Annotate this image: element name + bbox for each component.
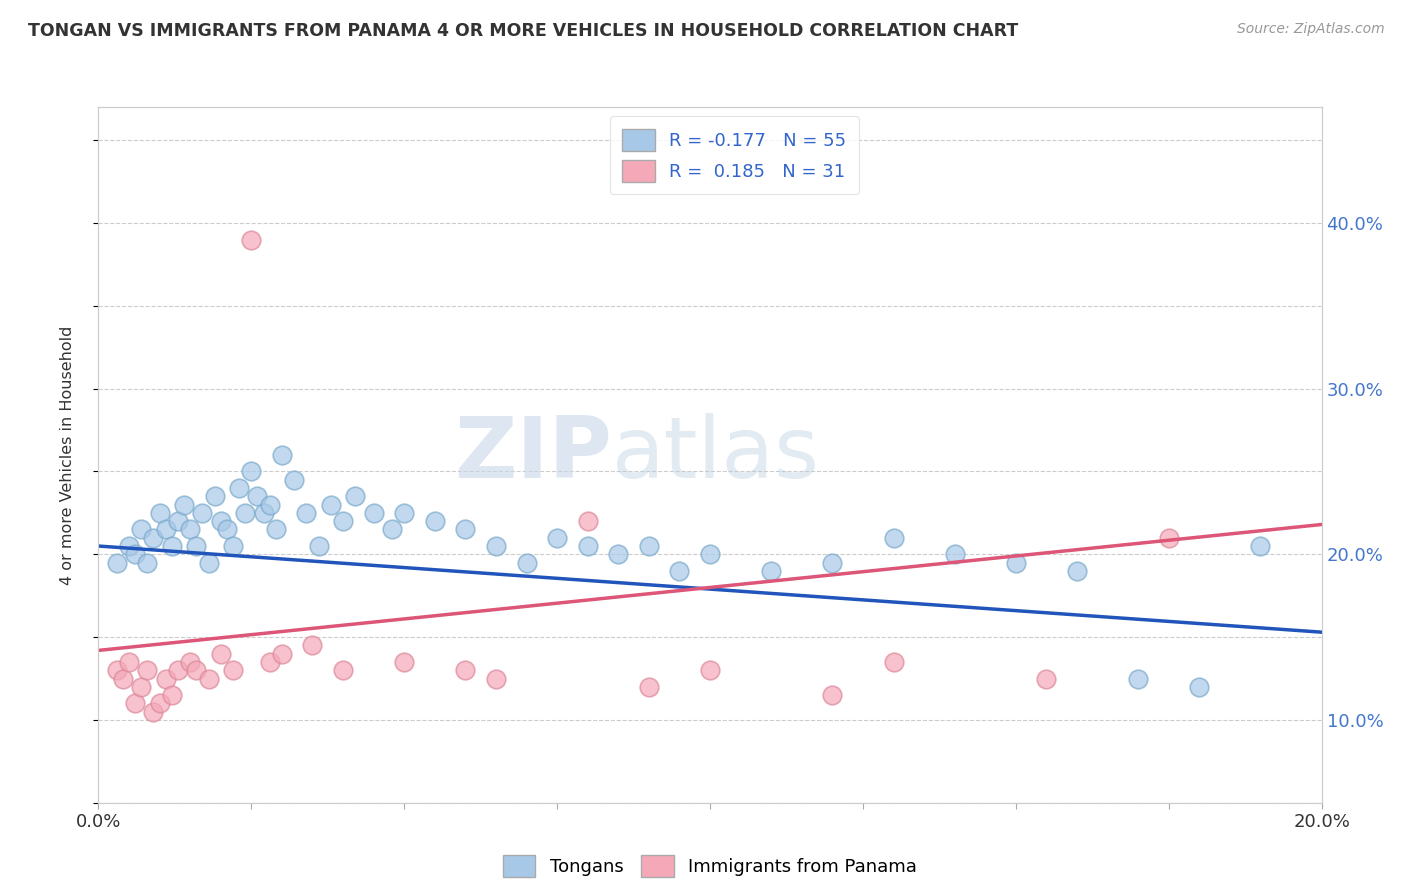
Point [392, 506, 416, 520]
Text: atlas: atlas [612, 413, 820, 497]
Point [124, 547, 146, 561]
Text: Source: ZipAtlas.com: Source: ZipAtlas.com [1237, 22, 1385, 37]
Point [1035, 672, 1057, 686]
Point [637, 539, 661, 553]
Text: TONGAN VS IMMIGRANTS FROM PANAMA 4 OR MORE VEHICLES IN HOUSEHOLD CORRELATION CHA: TONGAN VS IMMIGRANTS FROM PANAMA 4 OR MO… [28, 22, 1018, 40]
Point [423, 514, 446, 528]
Point [111, 672, 134, 686]
Point [233, 506, 256, 520]
Point [454, 663, 477, 677]
Point [173, 498, 195, 512]
Point [546, 531, 568, 545]
Point [228, 481, 250, 495]
Point [246, 489, 269, 503]
Point [186, 663, 208, 677]
Point [197, 672, 219, 686]
Point [118, 655, 141, 669]
Point [149, 697, 172, 711]
Y-axis label: 4 or more Vehicles in Household: 4 or more Vehicles in Household [60, 326, 75, 584]
Point [136, 556, 159, 570]
Point [252, 506, 274, 520]
Point [821, 556, 844, 570]
Point [319, 498, 342, 512]
Point [668, 564, 690, 578]
Point [129, 523, 152, 537]
Point [167, 514, 190, 528]
Point [160, 539, 183, 553]
Point [142, 705, 165, 719]
Point [209, 647, 232, 661]
Point [270, 448, 292, 462]
Point [392, 655, 416, 669]
Point [240, 465, 263, 479]
Point [1004, 556, 1026, 570]
Point [179, 655, 201, 669]
Point [295, 506, 318, 520]
Point [1128, 672, 1150, 686]
Point [1157, 531, 1180, 545]
Point [240, 233, 263, 247]
Point [118, 539, 141, 553]
Point [699, 663, 721, 677]
Point [1066, 564, 1088, 578]
Point [943, 547, 966, 561]
Point [821, 688, 844, 702]
Point [155, 523, 177, 537]
Point [270, 647, 292, 661]
Point [264, 523, 287, 537]
Point [191, 506, 214, 520]
Point [1249, 539, 1271, 553]
Point [197, 556, 219, 570]
Point [129, 680, 152, 694]
Point [363, 506, 385, 520]
Point [381, 523, 404, 537]
Point [637, 680, 661, 694]
Point [516, 556, 538, 570]
Point [883, 655, 905, 669]
Point [259, 655, 281, 669]
Point [186, 539, 208, 553]
Point [142, 531, 165, 545]
Point [576, 539, 599, 553]
Point [332, 663, 354, 677]
Point [204, 489, 226, 503]
Point [454, 523, 477, 537]
Point [149, 506, 172, 520]
Point [167, 663, 190, 677]
Point [301, 639, 323, 653]
Point [105, 663, 128, 677]
Legend: Tongans, Immigrants from Panama: Tongans, Immigrants from Panama [495, 847, 925, 884]
Point [215, 523, 238, 537]
Point [222, 663, 245, 677]
Text: ZIP: ZIP [454, 413, 612, 497]
Point [136, 663, 159, 677]
Point [485, 672, 508, 686]
Point [1188, 680, 1211, 694]
Point [283, 473, 305, 487]
Point [485, 539, 508, 553]
Point [160, 688, 183, 702]
Point [155, 672, 177, 686]
Point [607, 547, 630, 561]
Point [124, 697, 146, 711]
Point [883, 531, 905, 545]
Point [759, 564, 782, 578]
Point [222, 539, 245, 553]
Point [259, 498, 281, 512]
Point [576, 514, 599, 528]
Point [332, 514, 354, 528]
Point [699, 547, 721, 561]
Point [344, 489, 367, 503]
Point [308, 539, 330, 553]
Point [105, 556, 128, 570]
Point [179, 523, 201, 537]
Point [209, 514, 232, 528]
